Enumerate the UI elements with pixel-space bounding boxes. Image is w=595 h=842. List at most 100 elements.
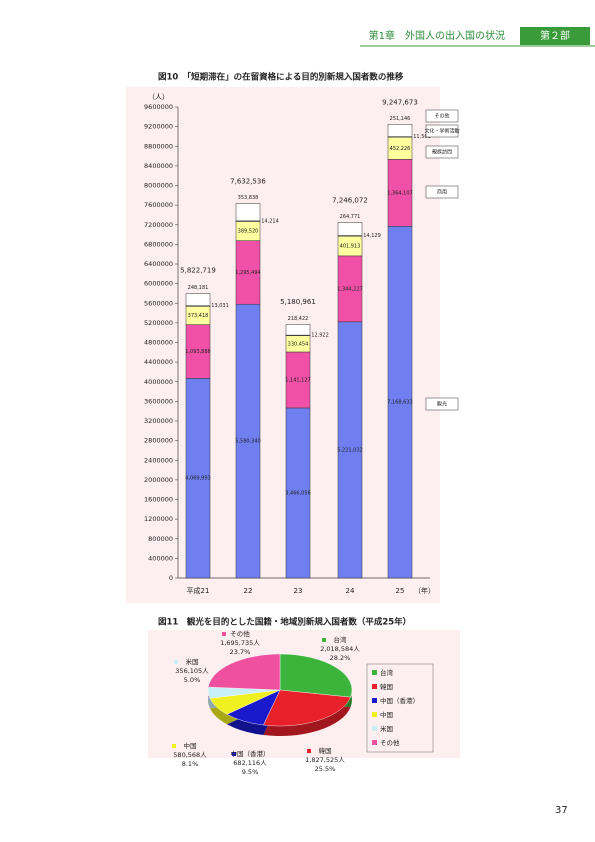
legend-swatch	[372, 712, 377, 717]
slice-count: 682,116人	[233, 759, 267, 767]
y-tick-label: 7600000	[144, 201, 173, 209]
segment-label: 401,913	[340, 244, 361, 250]
segment-label: 3,466,056	[285, 490, 310, 496]
label-marker	[307, 749, 311, 753]
y-tick-label: 4800000	[144, 339, 173, 347]
slice-name: 台湾	[334, 635, 348, 644]
pie-slice	[208, 653, 281, 691]
pie-chart: 台湾2,018,584人28.2%台湾韓国1,827,525人25.5%韓国中国…	[172, 629, 434, 776]
slice-count: 1,695,735人	[220, 639, 260, 647]
legend-label: 観光	[437, 401, 447, 408]
bar-segment	[235, 303, 261, 579]
slice-name: その他	[230, 629, 250, 638]
segment-label: 13,031	[211, 303, 229, 309]
segment-label: 452,226	[390, 146, 411, 152]
legend-label: 親族訪問	[432, 149, 452, 156]
segment-label: 373,418	[188, 313, 209, 319]
total-label: 5,180,961	[280, 298, 316, 306]
y-tick-label: 3200000	[144, 417, 173, 425]
pie-slice	[279, 653, 353, 698]
slice-percent: 25.5%	[315, 765, 336, 773]
bar-segment	[235, 203, 261, 222]
bar-segment	[387, 159, 413, 227]
slice-count: 580,568人	[173, 751, 207, 759]
segment-label: 330,454	[288, 341, 309, 347]
bar-segment	[337, 222, 363, 236]
segment-label: 251,146	[390, 116, 411, 122]
slice-percent: 5.0%	[184, 676, 201, 684]
y-tick-label: 2400000	[144, 456, 173, 464]
legend-label: 商用	[437, 189, 447, 196]
fig10-title: 図10 「短期滞在」の在留資格による目的別新規入国者数の推移	[158, 72, 404, 83]
legend-label: その他	[380, 738, 400, 747]
part-label: 第２部	[540, 29, 570, 42]
x-tick-label: 平成21	[187, 586, 210, 595]
total-label: 9,247,673	[382, 98, 418, 106]
y-tick-label: 4400000	[144, 358, 173, 366]
legend-swatch	[372, 726, 377, 731]
label-marker	[172, 744, 176, 748]
slice-name: 韓国	[319, 746, 332, 755]
legend-box	[425, 397, 459, 411]
legend-box	[425, 109, 459, 123]
slice-name: 中国（香港）	[231, 749, 270, 758]
legend-label: 文化・学術活動	[424, 128, 459, 135]
y-tick-label: 8000000	[144, 182, 173, 190]
chapter-title: 第1章 外国人の出入国の状況	[369, 29, 505, 42]
slice-name: 米国	[186, 657, 199, 666]
label-marker	[322, 638, 326, 642]
bar-segment	[337, 255, 363, 323]
segment-label: 12,922	[311, 333, 329, 339]
legend-label: 米国	[380, 724, 393, 733]
y-tick-label: 7200000	[144, 221, 173, 229]
y-tick-label: 0	[169, 574, 173, 582]
y-tick-label: 9200000	[144, 123, 173, 131]
legend-frame	[366, 663, 434, 753]
y-tick-label: 3600000	[144, 397, 173, 405]
bar-segment	[235, 240, 261, 305]
legend-label: 中国（香港）	[380, 696, 419, 705]
legend-label: 韓国	[380, 682, 393, 691]
legend-label: その他	[434, 113, 449, 120]
slice-count: 2,018,584人	[320, 645, 360, 653]
legend-box	[425, 124, 459, 138]
legend-swatch	[372, 698, 377, 703]
segment-label: 14,129	[363, 233, 381, 239]
slice-percent: 8.1%	[182, 760, 199, 768]
legend-box	[425, 145, 459, 159]
y-tick-label: 6000000	[144, 280, 173, 288]
segment-label: 1,344,227	[337, 286, 362, 292]
total-label: 7,246,072	[332, 196, 368, 204]
y-tick-label: 6400000	[144, 260, 173, 268]
bar-segment	[285, 351, 311, 409]
segment-label: 14,214	[261, 218, 279, 224]
legend-box	[425, 185, 459, 199]
slice-percent: 23.7%	[230, 648, 251, 656]
bar-segment	[285, 324, 311, 336]
segment-label: 264,771	[340, 214, 361, 220]
legend-label: 中国	[380, 710, 393, 719]
slice-percent: 9.5%	[242, 768, 259, 776]
segment-label: 11,561	[413, 134, 431, 140]
segment-label: 7,168,633	[387, 400, 412, 406]
fig11-title: 図11 観光を目的とした国籍・地域別新規入国者数（平成25年）	[158, 617, 411, 628]
x-tick-label: 25	[396, 587, 405, 595]
total-label: 5,822,719	[180, 266, 216, 274]
label-marker	[222, 632, 226, 636]
x-tick-label: 24	[346, 587, 355, 595]
x-tick-label: 23	[294, 587, 303, 595]
bar-segment	[387, 226, 413, 579]
y-tick-label: 8400000	[144, 162, 173, 170]
y-tick-label: 2800000	[144, 437, 173, 445]
bar-segment	[185, 293, 211, 306]
segment-label: 353,838	[238, 195, 259, 201]
slice-count: 356,105人	[175, 667, 209, 675]
y-tick-label: 8800000	[144, 142, 173, 150]
segment-label: 218,422	[288, 316, 309, 322]
bar-segment	[185, 324, 211, 379]
y-tick-label: 4000000	[144, 378, 173, 386]
segment-label: 1,364,107	[387, 190, 412, 196]
y-tick-label: 800000	[148, 535, 173, 543]
y-tick-label: 400000	[148, 554, 173, 562]
